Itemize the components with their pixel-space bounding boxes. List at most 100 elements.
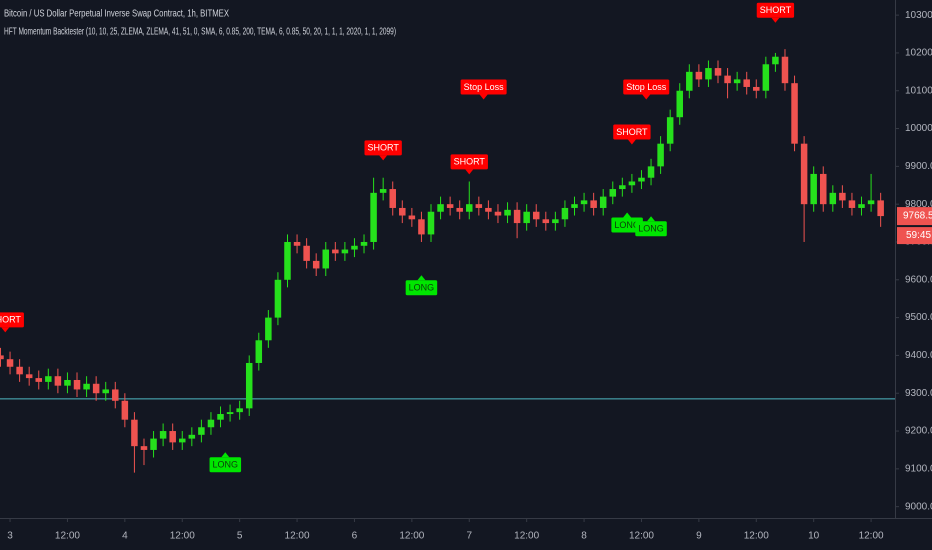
signal-pointer [771, 17, 780, 23]
signal: SHORT [450, 154, 488, 175]
candle-body [456, 207, 463, 212]
signal-label: LONG [638, 224, 664, 234]
signal: Stop Loss [623, 79, 670, 100]
x-tick-label: 6 [352, 531, 358, 542]
candle-body [743, 79, 750, 87]
candle-body [523, 211, 530, 224]
candle-body [255, 340, 263, 363]
candle-body [159, 431, 167, 439]
y-tick-label: 9400.0 [905, 350, 932, 361]
x-tick-label: 5 [237, 531, 243, 542]
candle-body [781, 56, 789, 84]
y-tick-label: 10000.0 [905, 123, 932, 134]
candle-body [437, 204, 444, 212]
signal-pointer [647, 216, 656, 222]
candle-body [532, 211, 540, 220]
candle-body [169, 431, 176, 443]
signal-pointer [221, 452, 230, 458]
x-tick-label: 12:00 [744, 531, 769, 542]
candle-body [724, 75, 731, 84]
y-tick-label: 9800.0 [905, 199, 932, 210]
candle-body [198, 427, 205, 435]
candle-body [762, 64, 770, 91]
signal-label: LONG [614, 220, 640, 230]
candle-body [45, 376, 52, 382]
candle-body [274, 279, 282, 318]
candle-body [686, 71, 693, 91]
candle-body [245, 362, 253, 409]
candle-body [829, 192, 837, 205]
candle-body [16, 366, 23, 375]
x-tick-label: 12:00 [55, 531, 80, 542]
candle-body [877, 200, 884, 217]
candle-body [370, 192, 377, 242]
candle-body [73, 379, 81, 390]
signal: LONG [635, 216, 667, 237]
y-tick-label: 9500.0 [905, 312, 932, 323]
candle-body [580, 200, 588, 205]
signal-box [623, 79, 670, 95]
signal-pointer [465, 169, 474, 175]
x-tick-label: 12:00 [859, 531, 884, 542]
signal: LONG [405, 275, 438, 296]
candle-body [571, 204, 578, 208]
candle-body [83, 383, 90, 390]
x-tick-label: 8 [581, 531, 587, 542]
candle-body [0, 355, 4, 360]
candle-body [753, 86, 760, 91]
signal: Stop Loss [460, 79, 507, 100]
x-tick-label: 10 [808, 531, 820, 542]
signal-pointer [417, 275, 426, 281]
candle-body [303, 245, 310, 261]
candle-body [552, 219, 559, 224]
candle-body [858, 204, 865, 208]
signal-label: SHORT [0, 315, 21, 325]
x-tick-label: 7 [466, 531, 472, 542]
candle-body [504, 209, 511, 216]
candle-body [819, 173, 827, 205]
candle-body [179, 438, 186, 443]
candle-body [705, 68, 712, 80]
candle-body [561, 207, 569, 220]
candle-body [312, 260, 320, 269]
candle-body [332, 249, 339, 254]
candle-body [733, 79, 741, 84]
candle-body [140, 446, 148, 450]
candle-body [657, 143, 664, 167]
candle-body [714, 68, 722, 76]
candle-body [54, 376, 62, 386]
candle-body [647, 166, 655, 178]
y-tick-label: 9900.0 [905, 161, 932, 172]
candle-body [867, 200, 875, 205]
x-tick-label: 12:00 [399, 531, 424, 542]
y-tick-label: 10200.0 [905, 48, 932, 59]
signal-pointer [642, 94, 651, 100]
candle-body [121, 400, 129, 420]
signal-label: SHORT [454, 157, 486, 167]
candle-body [207, 419, 215, 428]
candle-body [399, 207, 406, 216]
x-tick-label: 4 [122, 531, 128, 542]
candle-body [695, 71, 703, 80]
y-tick-label: 10300.0 [905, 10, 932, 21]
signal-box [364, 140, 402, 156]
candle-body [628, 181, 636, 186]
candle-body [379, 189, 387, 193]
signal-box [756, 2, 795, 18]
candle-body [64, 379, 71, 386]
signal-box [0, 312, 24, 328]
y-tick-label: 9200.0 [905, 426, 932, 437]
candle-body [6, 359, 14, 367]
candle-body [475, 204, 483, 208]
signal-pointer [627, 139, 636, 145]
countdown-label: 59:45 [906, 230, 931, 241]
candle-body [513, 209, 521, 224]
candle-body [25, 374, 33, 379]
signal-box [460, 79, 507, 95]
candle-body [112, 389, 119, 401]
signal: SHORT [613, 124, 651, 145]
y-tick-label: 9600.0 [905, 274, 932, 285]
signal: SHORT [364, 140, 402, 161]
signal-box [635, 221, 667, 237]
